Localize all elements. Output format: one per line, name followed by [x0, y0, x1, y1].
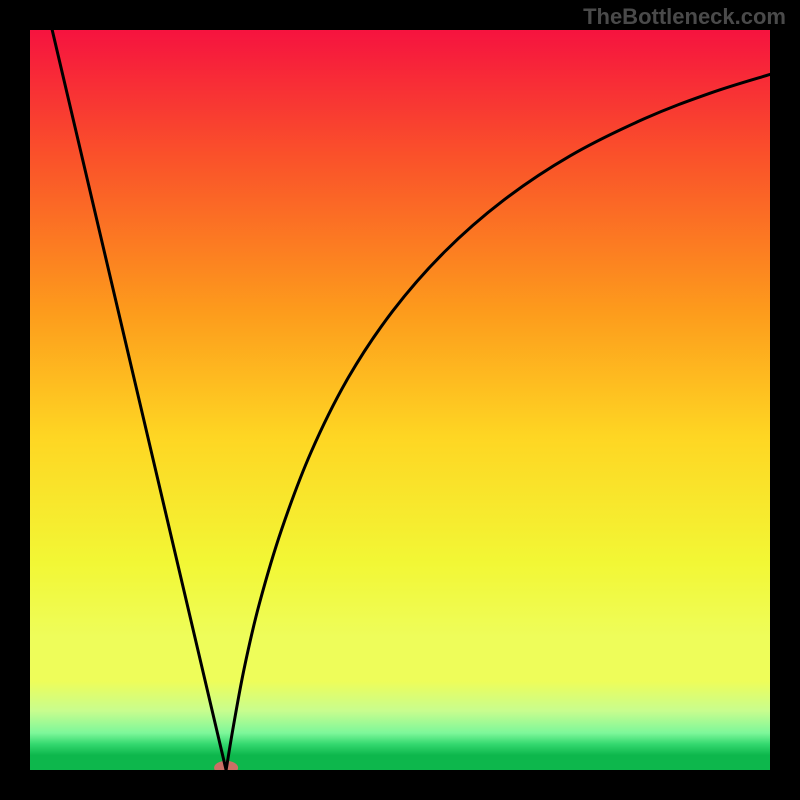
- chart-container: TheBottleneck.com: [0, 0, 800, 800]
- plot-background: [30, 30, 770, 770]
- bottleneck-chart: [0, 0, 800, 800]
